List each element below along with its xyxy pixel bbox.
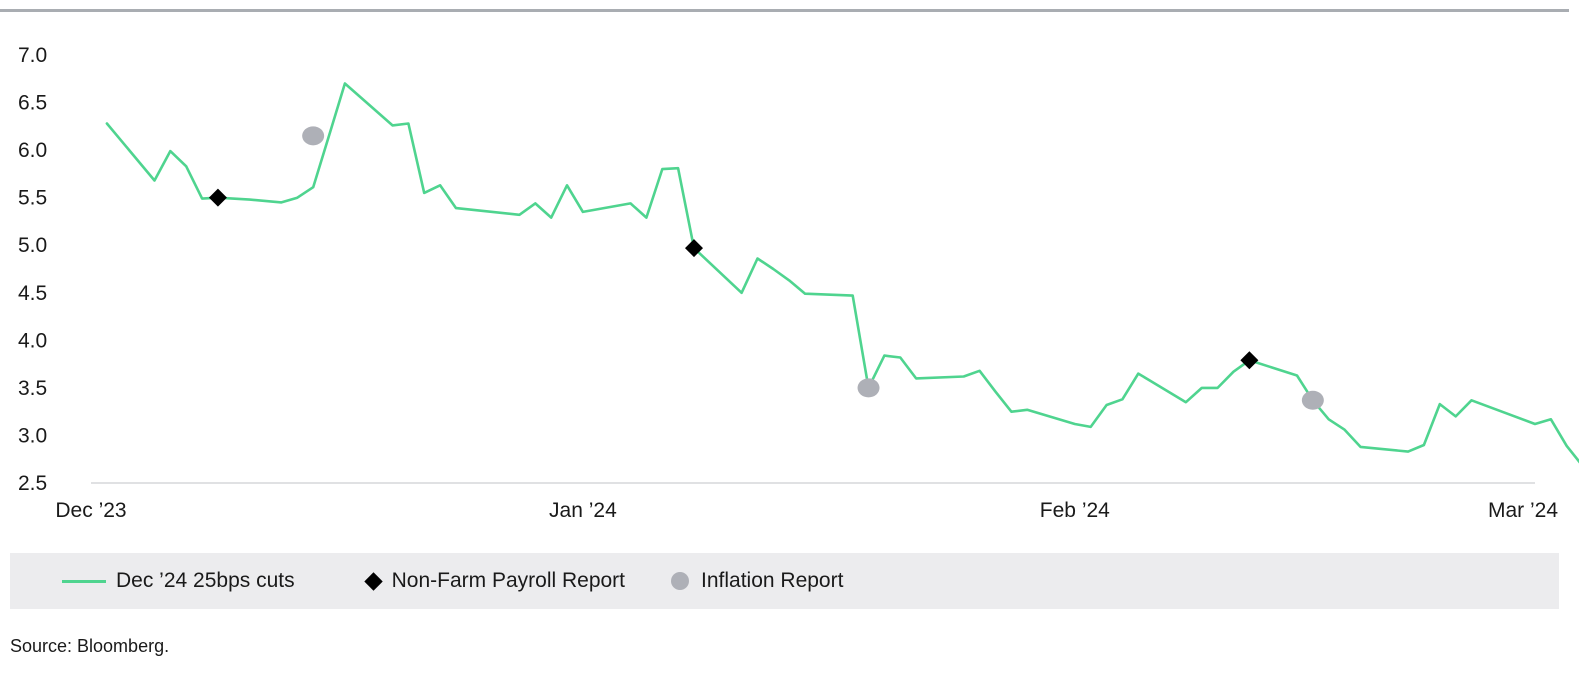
nfp-marker	[208, 188, 227, 207]
diamond-icon	[363, 571, 383, 591]
inflation-marker	[302, 126, 325, 146]
y-axis: 7.0 6.5 6.0 5.5 5.0 4.5 4.0 3.5 3.0 2.5	[18, 44, 47, 495]
legend-series-label: Dec ’24 25bps cuts	[116, 569, 295, 592]
nfp-marker	[684, 239, 703, 258]
y-tick-label: 4.5	[18, 282, 47, 305]
y-tick-label: 4.0	[18, 329, 47, 352]
marker-layer	[208, 126, 1324, 410]
circle-icon	[671, 572, 690, 590]
y-tick-label: 5.0	[18, 234, 47, 257]
legend-item-nfp: Non-Farm Payroll Report	[295, 569, 625, 593]
x-tick-label: Jan ’24	[549, 499, 617, 522]
x-axis: Dec ’23 Jan ’24 Feb ’24 Mar ’24	[55, 499, 1558, 522]
y-tick-label: 2.5	[18, 472, 47, 495]
y-tick-label: 6.0	[18, 139, 47, 162]
legend-item-inflation: Inflation Report	[625, 569, 843, 593]
y-tick-label: 3.5	[18, 377, 47, 400]
x-tick-label: Feb ’24	[1040, 499, 1110, 522]
line-chart: 7.0 6.5 6.0 5.5 5.0 4.5 4.0 3.5 3.0 2.5 Dec ’23 Ja…	[18, 44, 1579, 522]
series-layer	[105, 82, 1579, 464]
top-rule	[0, 9, 1569, 12]
legend-inflation-label: Inflation Report	[701, 569, 844, 592]
y-tick-label: 7.0	[18, 44, 47, 67]
y-tick-label: 6.5	[18, 92, 47, 115]
inflation-marker	[857, 378, 880, 398]
nfp-marker	[1240, 351, 1259, 370]
series-line	[105, 82, 1579, 464]
x-tick-label: Dec ’23	[55, 499, 126, 522]
inflation-marker	[1301, 390, 1324, 410]
legend-item-series: Dec ’24 25bps cuts	[10, 569, 295, 593]
legend-line-swatch	[62, 579, 106, 583]
y-tick-label: 3.0	[18, 424, 47, 447]
source-note: Source: Bloomberg.	[10, 636, 170, 656]
x-tick-label: Mar ’24	[1488, 499, 1558, 522]
y-tick-label: 5.5	[18, 187, 47, 210]
legend-nfp-label: Non-Farm Payroll Report	[391, 569, 626, 592]
legend: Dec ’24 25bps cuts Non-Farm Payroll Repo…	[10, 553, 1559, 609]
